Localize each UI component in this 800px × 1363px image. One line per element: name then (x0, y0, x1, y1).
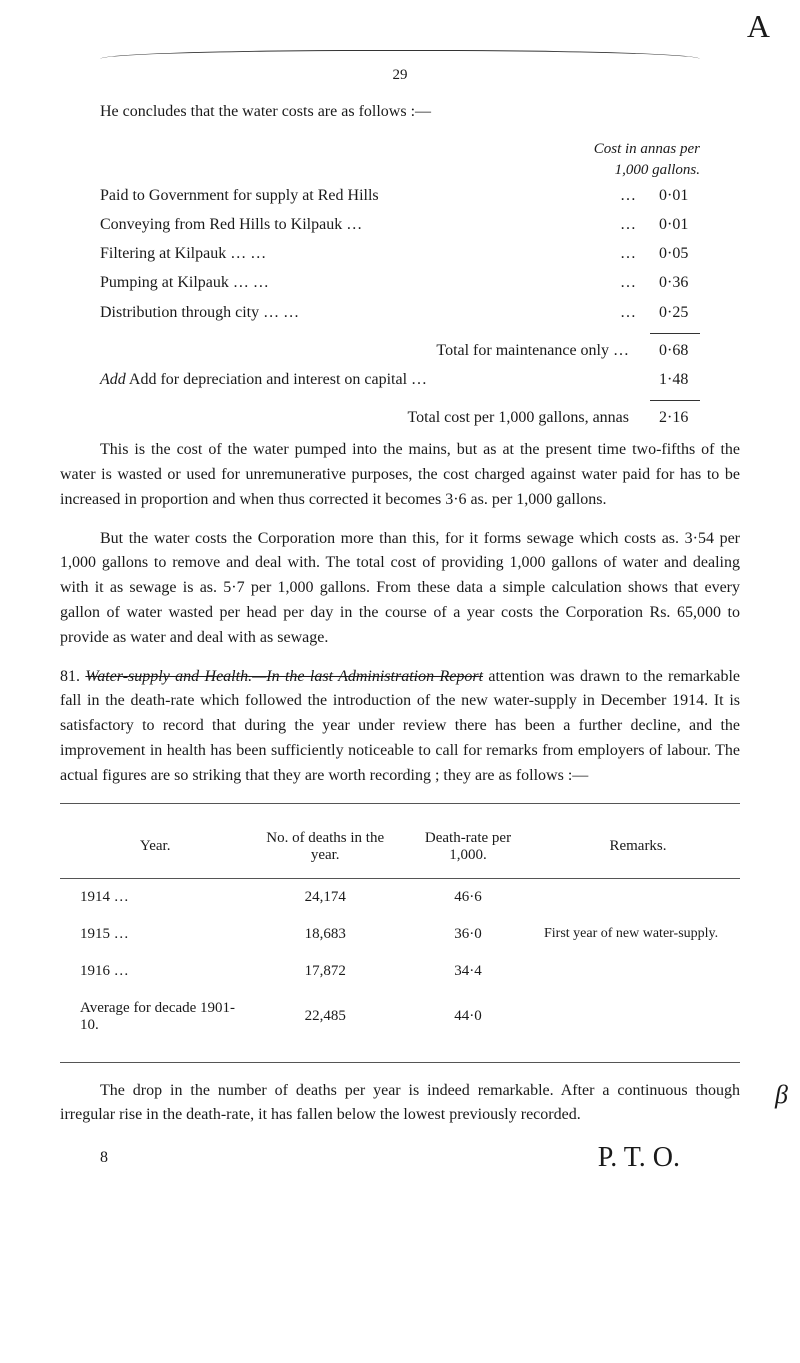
total-table: Total cost per 1,000 gallons, annas 2·16 (60, 403, 740, 432)
cell-remarks (536, 990, 740, 1044)
subtotal-value: 0·68 (649, 336, 740, 365)
cell-remarks (536, 878, 740, 916)
subtotal-label: Total for maintenance only … (60, 336, 649, 365)
col-remarks: Remarks. (536, 816, 740, 879)
cost-dots: … (611, 210, 649, 239)
cost-value: 0·36 (649, 268, 740, 297)
table-row: Average for decade 1901-10. 22,485 44·0 (60, 990, 740, 1044)
add-label: Add Add for depreciation and interest on… (60, 365, 649, 394)
cost-header-line1: Cost in annas per (594, 141, 700, 157)
section-81-rest: attention was drawn to the remarkable fa… (60, 668, 740, 784)
cost-value: 0·01 (649, 210, 740, 239)
cell-deaths: 18,683 (250, 916, 400, 953)
cell-rate: 44·0 (400, 990, 536, 1044)
cost-breakdown-table: Paid to Government for supply at Red Hil… (60, 181, 740, 327)
cell-deaths: 17,872 (250, 953, 400, 990)
cost-dots: … (611, 268, 649, 297)
cost-row: Distribution through city … … … 0·25 (60, 298, 740, 327)
cost-value: 0·01 (649, 181, 740, 210)
top-rule (100, 50, 700, 59)
add-label-text: Add for depreciation and interest on cap… (129, 371, 427, 388)
intro-paragraph: He concludes that the water costs are as… (60, 100, 740, 125)
cell-deaths: 24,174 (250, 878, 400, 916)
table-row: 1914 … 24,174 46·6 (60, 878, 740, 916)
total-row: Total cost per 1,000 gallons, annas 2·16 (60, 403, 740, 432)
table-row: 1916 … 17,872 34·4 (60, 953, 740, 990)
table-row: 1915 … 18,683 36·0 First year of new wat… (60, 916, 740, 953)
data-table-bottom-rule (60, 1062, 740, 1063)
cost-row: Filtering at Kilpauk … … … 0·05 (60, 239, 740, 268)
col-rate: Death-rate per 1,000. (400, 816, 536, 879)
body-paragraph-2: But the water costs the Corporation more… (60, 527, 740, 651)
cell-remarks (536, 953, 740, 990)
footer-left-number: 8 (60, 1149, 108, 1167)
total-label: Total cost per 1,000 gallons, annas (60, 403, 649, 432)
cost-label: Filtering at Kilpauk … … (60, 239, 611, 268)
cell-year: 1916 … (60, 953, 250, 990)
footer-pto: P. T. O. (598, 1142, 740, 1174)
cell-year: Average for decade 1901-10. (60, 990, 250, 1044)
cost-dots: … (611, 298, 649, 327)
body-paragraph-1: This is the cost of the water pumped int… (60, 438, 740, 512)
cost-row: Conveying from Red Hills to Kilpauk … … … (60, 210, 740, 239)
cost-row: Pumping at Kilpauk … … … 0·36 (60, 268, 740, 297)
death-rate-table: Year. No. of deaths in the year. Death-r… (60, 816, 740, 1044)
section-81-struck: Water-supply and Health.—In the last Adm… (85, 668, 483, 685)
cost-value: 0·25 (649, 298, 740, 327)
cell-year: 1914 … (60, 878, 250, 916)
add-value: 1·48 (649, 365, 740, 394)
cost-label: Paid to Government for supply at Red Hil… (60, 181, 611, 210)
col-deaths: No. of deaths in the year. (250, 816, 400, 879)
cost-label: Conveying from Red Hills to Kilpauk … (60, 210, 611, 239)
cell-deaths: 22,485 (250, 990, 400, 1044)
total-value: 2·16 (649, 403, 740, 432)
footer-row: 8 P. T. O. (60, 1142, 740, 1174)
cost-label: Distribution through city … … (60, 298, 611, 327)
closing-paragraph: The drop in the number of deaths per yea… (60, 1079, 740, 1129)
cost-label: Pumping at Kilpauk … … (60, 268, 611, 297)
cell-rate: 36·0 (400, 916, 536, 953)
add-row: Add Add for depreciation and interest on… (60, 365, 740, 394)
table-header-row: Year. No. of deaths in the year. Death-r… (60, 816, 740, 879)
cell-rate: 34·4 (400, 953, 536, 990)
margin-mark-beta: β (775, 1080, 788, 1110)
cell-rate: 46·6 (400, 878, 536, 916)
page-number: 29 (60, 67, 740, 84)
cost-dots: … (611, 239, 649, 268)
section-81-number: 81. (60, 668, 85, 685)
cost-header: Cost in annas per 1,000 gallons. (60, 139, 700, 181)
data-table-top-rule (60, 803, 740, 804)
section-81: 81. Water-supply and Health.—In the last… (60, 665, 740, 789)
col-year: Year. (60, 816, 250, 879)
cell-year: 1915 … (60, 916, 250, 953)
cost-header-line2: 1,000 gallons. (615, 162, 700, 178)
cost-dots: … (611, 181, 649, 210)
cost-value: 0·05 (649, 239, 740, 268)
cost-row: Paid to Government for supply at Red Hil… (60, 181, 740, 210)
cell-remarks: First year of new water-supply. (536, 916, 740, 953)
subtotal-table: Total for maintenance only … 0·68 Add Ad… (60, 336, 740, 394)
subtotal-row: Total for maintenance only … 0·68 (60, 336, 740, 365)
top-right-glyph: A (747, 8, 770, 45)
